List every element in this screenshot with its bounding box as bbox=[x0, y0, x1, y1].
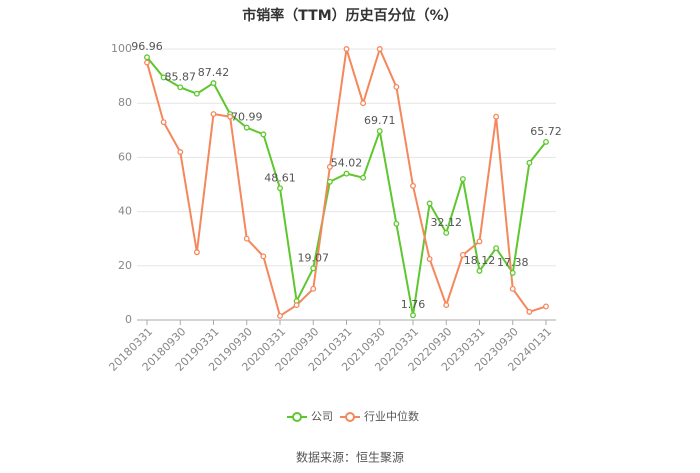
point bbox=[260, 131, 267, 138]
legend-marker bbox=[345, 412, 355, 422]
point bbox=[509, 269, 516, 276]
point bbox=[326, 163, 333, 170]
y-tick-label: 60 bbox=[118, 150, 132, 163]
point bbox=[243, 235, 250, 242]
point bbox=[243, 124, 250, 131]
point bbox=[360, 174, 367, 181]
series-line bbox=[146, 46, 547, 318]
data-label: 85.87 bbox=[165, 70, 197, 83]
data-label: 65.72 bbox=[530, 125, 562, 138]
point bbox=[277, 185, 283, 192]
data-label: 70.99 bbox=[231, 111, 263, 124]
point bbox=[210, 111, 217, 117]
legend-marker bbox=[292, 412, 302, 422]
point bbox=[493, 245, 500, 252]
y-tick-label: 20 bbox=[118, 259, 132, 272]
point bbox=[160, 119, 167, 126]
point bbox=[310, 285, 317, 292]
point bbox=[426, 256, 433, 262]
data-label: 69.71 bbox=[364, 114, 396, 127]
data-label: 18.12 bbox=[464, 254, 496, 267]
point bbox=[509, 285, 516, 292]
point bbox=[193, 90, 200, 97]
point bbox=[144, 54, 150, 61]
point bbox=[193, 249, 200, 256]
point bbox=[293, 302, 300, 309]
point bbox=[476, 238, 483, 245]
point bbox=[526, 308, 533, 315]
point bbox=[543, 303, 549, 310]
point bbox=[376, 128, 383, 135]
point bbox=[260, 253, 267, 260]
point bbox=[177, 84, 184, 91]
point bbox=[277, 312, 283, 319]
point bbox=[393, 220, 400, 227]
data-label: 96.96 bbox=[131, 40, 163, 53]
data-label: 1.76 bbox=[401, 298, 426, 311]
point bbox=[526, 159, 533, 166]
point bbox=[393, 83, 400, 90]
legend-label: 行业中位数 bbox=[364, 409, 419, 423]
data-label: 54.02 bbox=[331, 157, 363, 170]
y-tick-label: 0 bbox=[125, 313, 132, 326]
source: 数据来源：恒生聚源 bbox=[296, 450, 404, 465]
point bbox=[476, 267, 483, 274]
point bbox=[310, 265, 317, 272]
point bbox=[177, 149, 184, 155]
point bbox=[410, 182, 416, 189]
point bbox=[326, 178, 333, 185]
point bbox=[443, 230, 450, 236]
point bbox=[543, 138, 549, 145]
point bbox=[144, 59, 150, 66]
point bbox=[410, 312, 416, 319]
point bbox=[376, 46, 383, 52]
data-label: 87.42 bbox=[198, 66, 230, 79]
legend-label: 公司 bbox=[311, 410, 333, 423]
y-tick-label: 80 bbox=[118, 96, 132, 109]
point bbox=[459, 252, 466, 258]
chart-title: 市销率（TTM）历史百分位（%） bbox=[242, 7, 457, 24]
point bbox=[210, 80, 217, 87]
point bbox=[493, 113, 500, 120]
point bbox=[343, 46, 350, 52]
point bbox=[459, 176, 466, 183]
data-label: 17.38 bbox=[497, 256, 529, 269]
point bbox=[160, 74, 167, 81]
point bbox=[426, 200, 433, 207]
y-tick-label: 40 bbox=[118, 205, 132, 218]
data-label: 32.12 bbox=[431, 216, 463, 229]
point bbox=[227, 113, 234, 120]
data-label: 19.07 bbox=[298, 251, 330, 264]
y-tick-label: 100 bbox=[111, 42, 132, 55]
point bbox=[343, 170, 350, 177]
data-label: 48.61 bbox=[264, 171, 296, 184]
point bbox=[443, 302, 450, 309]
point bbox=[360, 100, 367, 107]
